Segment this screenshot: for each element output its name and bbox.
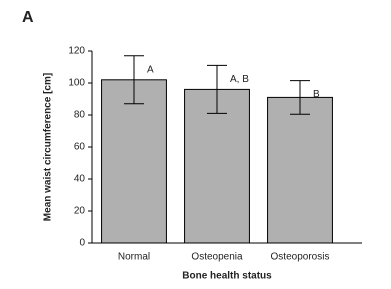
annotation: A	[147, 64, 154, 75]
error-bar	[207, 64, 227, 114]
y-axis-label: Mean waist circumference [cm]	[43, 73, 54, 221]
bar	[267, 96, 333, 244]
panel-label: A	[22, 9, 34, 26]
y-tick-label: 120	[68, 46, 85, 57]
x-tick-label: Osteopenia	[191, 252, 243, 263]
y-tick-label: 40	[74, 174, 86, 185]
x-axis-label: Bone health status	[182, 271, 272, 282]
bar	[184, 88, 250, 244]
error-bar	[290, 80, 310, 115]
annotation: A, B	[230, 74, 249, 85]
annotation: B	[313, 89, 320, 100]
y-tick-label: 20	[74, 206, 86, 217]
y-tick-label: 0	[79, 238, 85, 249]
y-tick-label: 60	[74, 142, 86, 153]
error-bar	[124, 55, 144, 105]
y-tick-label: 80	[74, 110, 86, 121]
x-tick-label: Osteoporosis	[271, 252, 330, 263]
y-tick-label: 100	[68, 78, 85, 89]
bar	[101, 79, 167, 244]
x-tick-label: Normal	[118, 252, 150, 263]
